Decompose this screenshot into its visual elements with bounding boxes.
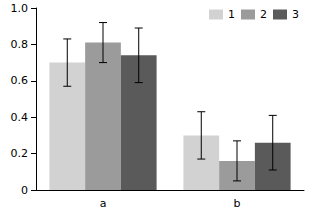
svg-text:b: b	[234, 197, 241, 210]
svg-text:0: 0	[21, 184, 28, 197]
svg-text:0.2: 0.2	[11, 147, 29, 160]
svg-text:0.6: 0.6	[11, 74, 29, 87]
svg-text:a: a	[100, 197, 107, 210]
svg-text:0.8: 0.8	[11, 38, 29, 51]
svg-text:3: 3	[292, 8, 299, 21]
svg-text:1: 1	[228, 8, 235, 21]
svg-text:0.4: 0.4	[11, 111, 29, 124]
svg-text:1.0: 1.0	[11, 2, 29, 15]
svg-text:2: 2	[260, 8, 267, 21]
